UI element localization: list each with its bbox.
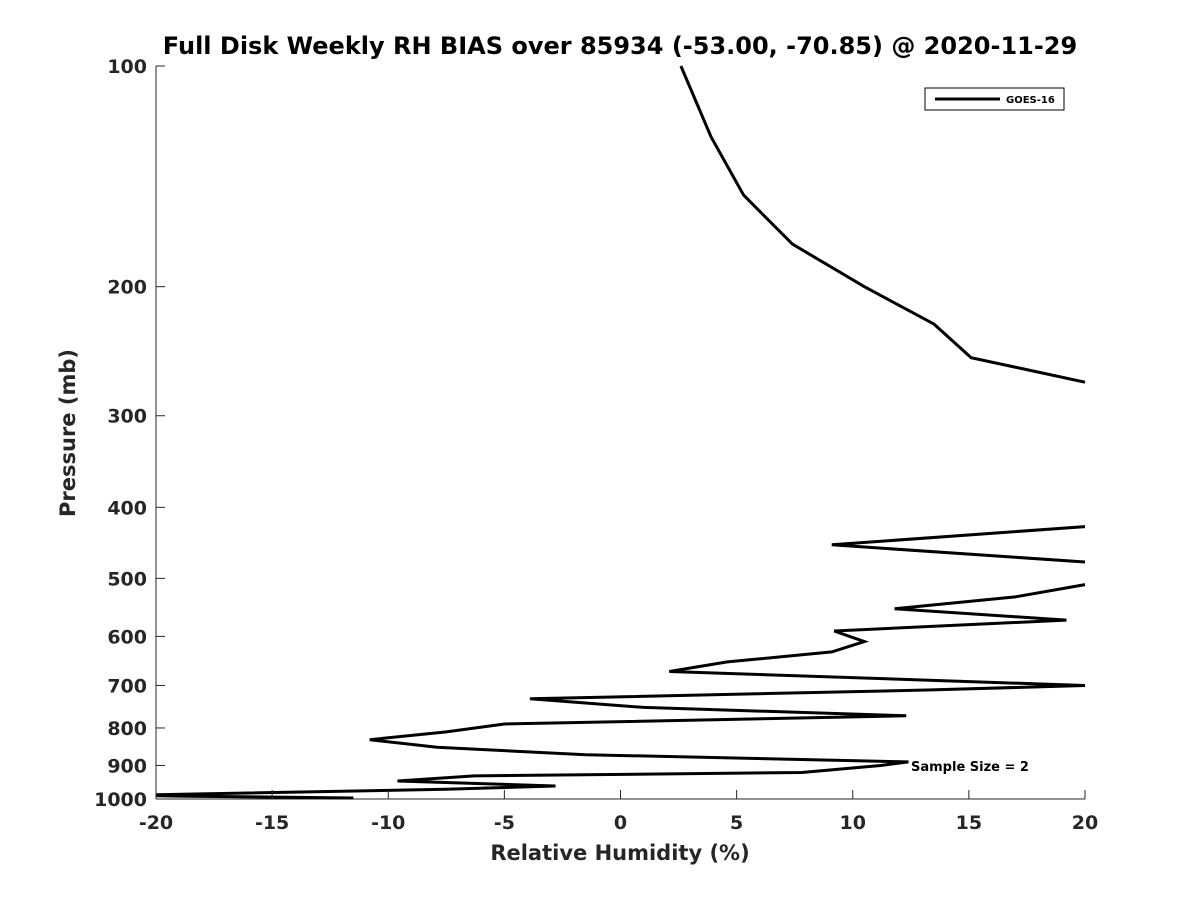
y-tick-label: 200 xyxy=(107,277,147,299)
y-tick-label: 1000 xyxy=(94,789,147,811)
series-layer xyxy=(155,65,1086,800)
x-tick-label: -5 xyxy=(494,812,515,834)
sample-size-annotation: Sample Size = 2 xyxy=(911,760,1029,775)
y-axis-label: Pressure (mb) xyxy=(56,349,80,517)
x-tick-label: -20 xyxy=(139,812,173,834)
y-tick-label: 800 xyxy=(107,718,147,740)
x-axis-ticks: -20 -15 -10 -5 0 5 10 15 20 xyxy=(139,790,1098,834)
x-tick-label: 0 xyxy=(614,812,627,834)
y-tick-label: 500 xyxy=(107,568,147,590)
series-line-goes-16 xyxy=(155,583,1086,797)
y-tick-label: 700 xyxy=(107,675,147,697)
x-tick-label: -15 xyxy=(255,812,289,834)
y-tick-label: 400 xyxy=(107,497,147,519)
y-tick-label: 300 xyxy=(107,406,147,428)
chart-title: Full Disk Weekly RH BIAS over 85934 (-53… xyxy=(163,32,1077,60)
series-line-goes-16 xyxy=(831,525,1086,564)
series-line-goes-16 xyxy=(679,65,1086,384)
x-tick-label: 15 xyxy=(956,812,982,834)
y-axis-ticks: 100 200 300 400 500 600 700 800 900 1000 xyxy=(94,56,165,811)
x-tick-label: 5 xyxy=(730,812,743,834)
y-tick-label: 600 xyxy=(107,626,147,648)
series-line-goes-16 xyxy=(155,794,354,800)
y-tick-label: 900 xyxy=(107,755,147,777)
x-tick-label: -10 xyxy=(371,812,405,834)
legend: GOES-16 xyxy=(924,87,1065,111)
x-tick-label: 10 xyxy=(840,812,866,834)
legend-label-goes-16: GOES-16 xyxy=(1006,95,1055,106)
x-tick-label: 20 xyxy=(1072,812,1098,834)
y-tick-label: 100 xyxy=(107,56,147,78)
x-axis-label: Relative Humidity (%) xyxy=(490,841,749,865)
